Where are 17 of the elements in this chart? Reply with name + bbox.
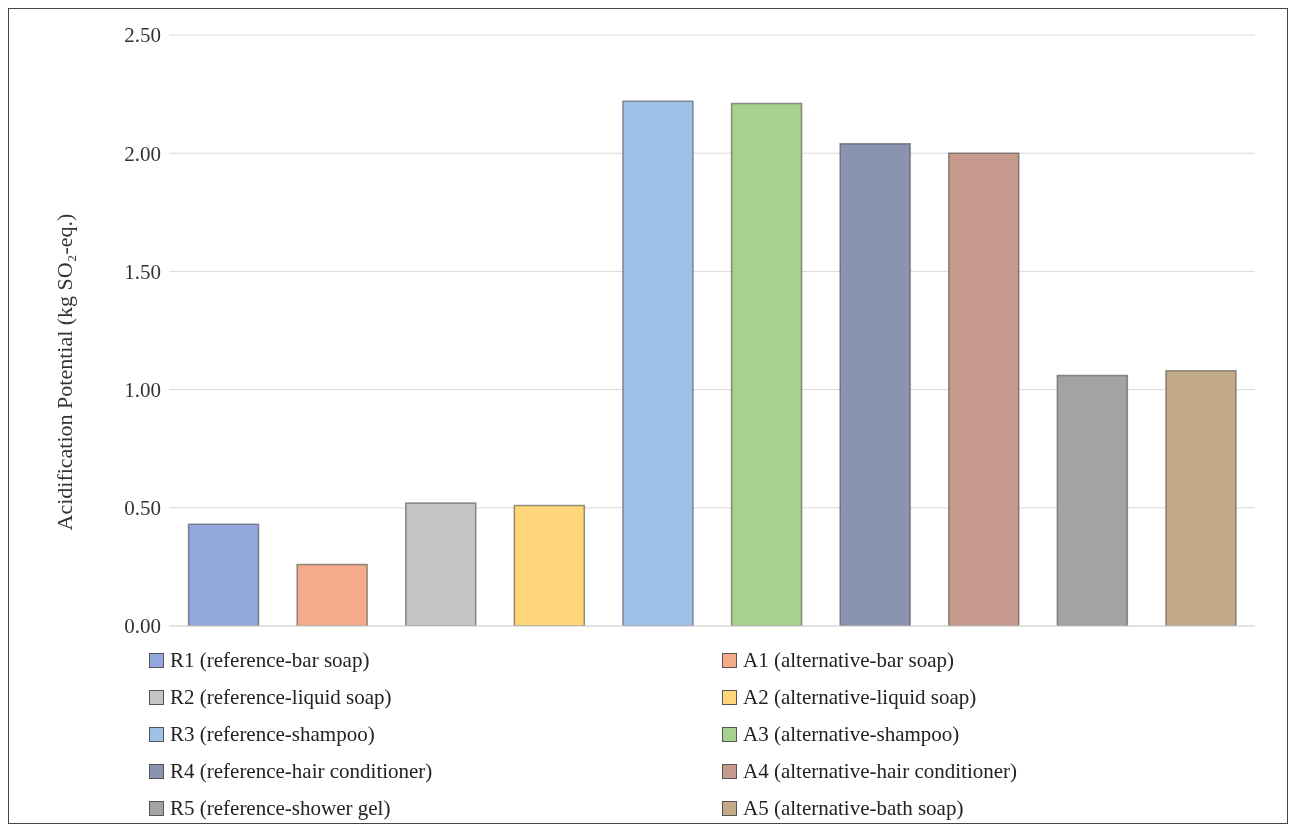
y-tick-label: 1.50 — [124, 259, 161, 284]
legend-label: R5 (reference-shower gel) — [170, 796, 391, 821]
y-axis-title: Acidification Potential (kg SO₂-eq.) — [51, 213, 77, 531]
y-tick-label: 2.00 — [124, 141, 161, 166]
y-tick-label: 2.50 — [124, 23, 161, 48]
legend-label: R1 (reference-bar soap) — [170, 648, 370, 673]
legend-label: R2 (reference-liquid soap) — [170, 685, 392, 710]
y-tick-label: 0.00 — [124, 614, 161, 639]
legend-label: A4 (alternative-hair conditioner) — [743, 759, 1018, 784]
legend-label: A5 (alternative-bath soap) — [743, 796, 964, 821]
legend-label: A3 (alternative-shampoo) — [743, 722, 960, 747]
legend-label: R4 (reference-hair conditioner) — [170, 759, 433, 784]
y-tick-label: 1.00 — [124, 378, 161, 403]
legend-label: A1 (alternative-bar soap) — [743, 648, 955, 673]
legend-label: R3 (reference-shampoo) — [170, 722, 375, 747]
y-tick-label: 0.50 — [124, 496, 161, 521]
legend-label: A2 (alternative-liquid soap) — [743, 685, 977, 710]
